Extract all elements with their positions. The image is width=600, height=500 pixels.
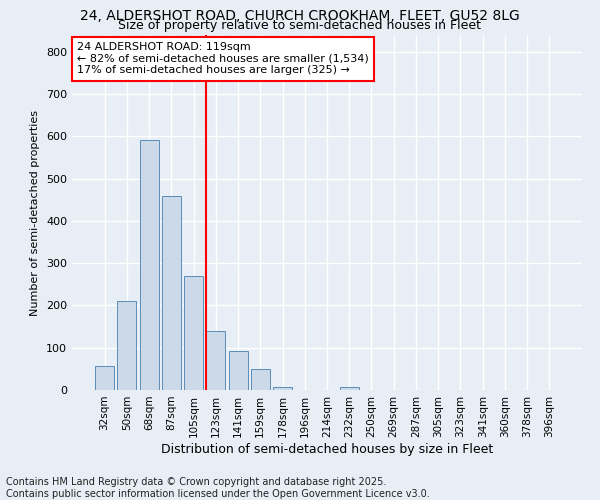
Bar <box>118 301 136 390</box>
Bar <box>273 386 292 390</box>
Text: Size of property relative to semi-detached houses in Fleet: Size of property relative to semi-detach… <box>119 18 482 32</box>
Bar <box>162 196 181 390</box>
Bar <box>340 386 359 390</box>
Bar <box>140 140 158 390</box>
Bar <box>95 366 114 390</box>
Y-axis label: Number of semi-detached properties: Number of semi-detached properties <box>31 110 40 316</box>
Bar <box>229 351 248 390</box>
X-axis label: Distribution of semi-detached houses by size in Fleet: Distribution of semi-detached houses by … <box>161 442 493 456</box>
Bar <box>184 276 203 390</box>
Bar <box>206 331 225 390</box>
Text: 24, ALDERSHOT ROAD, CHURCH CROOKHAM, FLEET, GU52 8LG: 24, ALDERSHOT ROAD, CHURCH CROOKHAM, FLE… <box>80 9 520 23</box>
Text: 24 ALDERSHOT ROAD: 119sqm
← 82% of semi-detached houses are smaller (1,534)
17% : 24 ALDERSHOT ROAD: 119sqm ← 82% of semi-… <box>77 42 369 76</box>
Bar <box>251 369 270 390</box>
Text: Contains HM Land Registry data © Crown copyright and database right 2025.
Contai: Contains HM Land Registry data © Crown c… <box>6 478 430 499</box>
